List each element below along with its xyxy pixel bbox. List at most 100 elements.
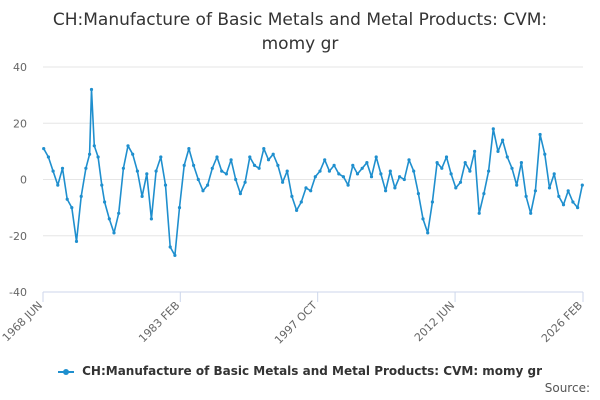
- data-point[interactable]: [220, 169, 224, 173]
- data-point[interactable]: [299, 200, 303, 204]
- data-point[interactable]: [561, 203, 566, 207]
- data-point[interactable]: [388, 169, 392, 173]
- data-point[interactable]: [107, 217, 111, 221]
- data-point[interactable]: [468, 169, 472, 173]
- data-point[interactable]: [454, 186, 458, 190]
- data-point[interactable]: [505, 155, 509, 159]
- data-point[interactable]: [571, 200, 575, 204]
- data-point[interactable]: [421, 217, 425, 221]
- data-point[interactable]: [435, 161, 439, 165]
- data-point[interactable]: [351, 163, 355, 167]
- data-point[interactable]: [192, 163, 196, 167]
- data-point[interactable]: [121, 166, 125, 170]
- data-point[interactable]: [257, 166, 261, 170]
- data-point[interactable]: [369, 175, 374, 179]
- data-point[interactable]: [552, 172, 556, 176]
- data-point[interactable]: [112, 231, 116, 235]
- data-point[interactable]: [487, 169, 491, 173]
- data-point[interactable]: [360, 166, 364, 170]
- data-point[interactable]: [92, 144, 96, 148]
- data-point[interactable]: [206, 183, 210, 187]
- data-point[interactable]: [580, 183, 584, 187]
- data-point[interactable]: [285, 169, 289, 173]
- data-point[interactable]: [379, 172, 383, 176]
- data-point[interactable]: [229, 158, 233, 162]
- data-point[interactable]: [323, 158, 327, 162]
- data-point[interactable]: [177, 206, 182, 210]
- data-point[interactable]: [341, 175, 345, 179]
- data-point[interactable]: [477, 211, 481, 215]
- data-point[interactable]: [149, 217, 153, 221]
- data-point[interactable]: [159, 155, 163, 159]
- data-point[interactable]: [154, 169, 158, 173]
- data-point[interactable]: [557, 194, 561, 198]
- data-point[interactable]: [290, 194, 294, 198]
- data-point[interactable]: [524, 194, 528, 198]
- data-point[interactable]: [266, 158, 271, 162]
- data-point[interactable]: [89, 87, 94, 92]
- data-point[interactable]: [346, 183, 350, 187]
- data-point[interactable]: [74, 239, 79, 243]
- data-point[interactable]: [163, 183, 168, 187]
- data-point[interactable]: [374, 155, 378, 159]
- data-point[interactable]: [243, 180, 247, 184]
- data-point[interactable]: [252, 163, 257, 167]
- data-point[interactable]: [88, 152, 92, 156]
- data-point[interactable]: [145, 172, 149, 176]
- data-point[interactable]: [332, 163, 336, 167]
- data-point[interactable]: [224, 172, 228, 176]
- data-point[interactable]: [496, 149, 500, 153]
- data-point[interactable]: [271, 152, 275, 156]
- data-point[interactable]: [210, 166, 214, 170]
- data-point[interactable]: [491, 127, 495, 131]
- data-point[interactable]: [65, 197, 69, 201]
- data-point[interactable]: [201, 189, 205, 193]
- data-point[interactable]: [234, 177, 238, 182]
- data-point[interactable]: [46, 155, 51, 159]
- data-point[interactable]: [56, 183, 60, 187]
- data-point[interactable]: [337, 172, 341, 176]
- data-point[interactable]: [463, 161, 467, 165]
- data-point[interactable]: [473, 149, 477, 153]
- data-point[interactable]: [51, 169, 55, 173]
- data-point[interactable]: [576, 206, 580, 210]
- data-point[interactable]: [538, 132, 542, 137]
- data-point[interactable]: [566, 189, 570, 193]
- data-point[interactable]: [276, 163, 280, 167]
- data-point[interactable]: [430, 200, 434, 204]
- data-point[interactable]: [393, 186, 397, 190]
- data-point[interactable]: [365, 161, 369, 165]
- data-point[interactable]: [135, 169, 139, 173]
- data-point[interactable]: [501, 138, 505, 142]
- data-point[interactable]: [42, 147, 46, 151]
- data-point[interactable]: [187, 147, 191, 151]
- data-point[interactable]: [131, 152, 135, 156]
- data-point[interactable]: [182, 163, 186, 167]
- data-point[interactable]: [402, 177, 406, 182]
- data-point[interactable]: [426, 231, 430, 235]
- data-point[interactable]: [196, 177, 200, 182]
- data-point[interactable]: [79, 194, 83, 198]
- data-point[interactable]: [412, 169, 416, 173]
- data-point[interactable]: [262, 147, 266, 151]
- data-point[interactable]: [304, 186, 308, 190]
- data-point[interactable]: [100, 183, 104, 187]
- data-point[interactable]: [295, 208, 299, 212]
- data-point[interactable]: [458, 180, 463, 184]
- data-point[interactable]: [168, 245, 172, 249]
- data-point[interactable]: [103, 200, 107, 204]
- data-point[interactable]: [384, 189, 388, 193]
- data-point[interactable]: [519, 161, 524, 165]
- data-point[interactable]: [547, 186, 552, 190]
- legend[interactable]: CH:Manufacture of Basic Metals and Metal…: [0, 364, 600, 378]
- data-point[interactable]: [355, 172, 360, 176]
- data-point[interactable]: [533, 189, 538, 193]
- data-point[interactable]: [449, 172, 453, 176]
- data-point[interactable]: [543, 152, 547, 156]
- data-point[interactable]: [309, 189, 313, 193]
- data-point[interactable]: [398, 175, 402, 179]
- data-point[interactable]: [60, 166, 65, 170]
- data-point[interactable]: [70, 206, 74, 210]
- data-point[interactable]: [248, 155, 252, 159]
- data-point[interactable]: [96, 155, 100, 159]
